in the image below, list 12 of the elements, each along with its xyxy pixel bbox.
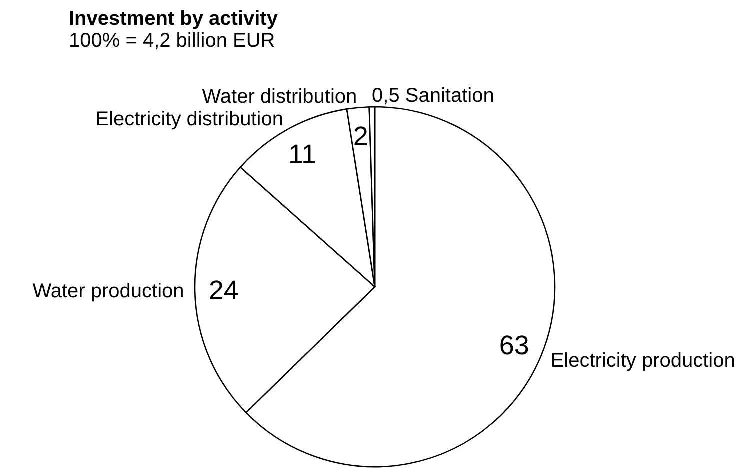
data-label: 2 <box>353 121 368 152</box>
chart-subtitle: 100% = 4,2 billion EUR <box>69 30 276 52</box>
data-label: 0,5 <box>372 85 400 108</box>
data-label: 24 <box>208 276 239 306</box>
data-label: 63 <box>499 330 530 361</box>
slice-label: Electricity production <box>550 350 736 372</box>
slice-label: Electricity distribution <box>96 108 284 131</box>
chart-title: Investment by activity <box>69 8 279 30</box>
slice-label: Sanitation <box>405 85 494 108</box>
slice-label: Water production <box>32 280 184 302</box>
slice-label: Water distribution <box>202 86 358 108</box>
data-label: 11 <box>288 139 317 170</box>
